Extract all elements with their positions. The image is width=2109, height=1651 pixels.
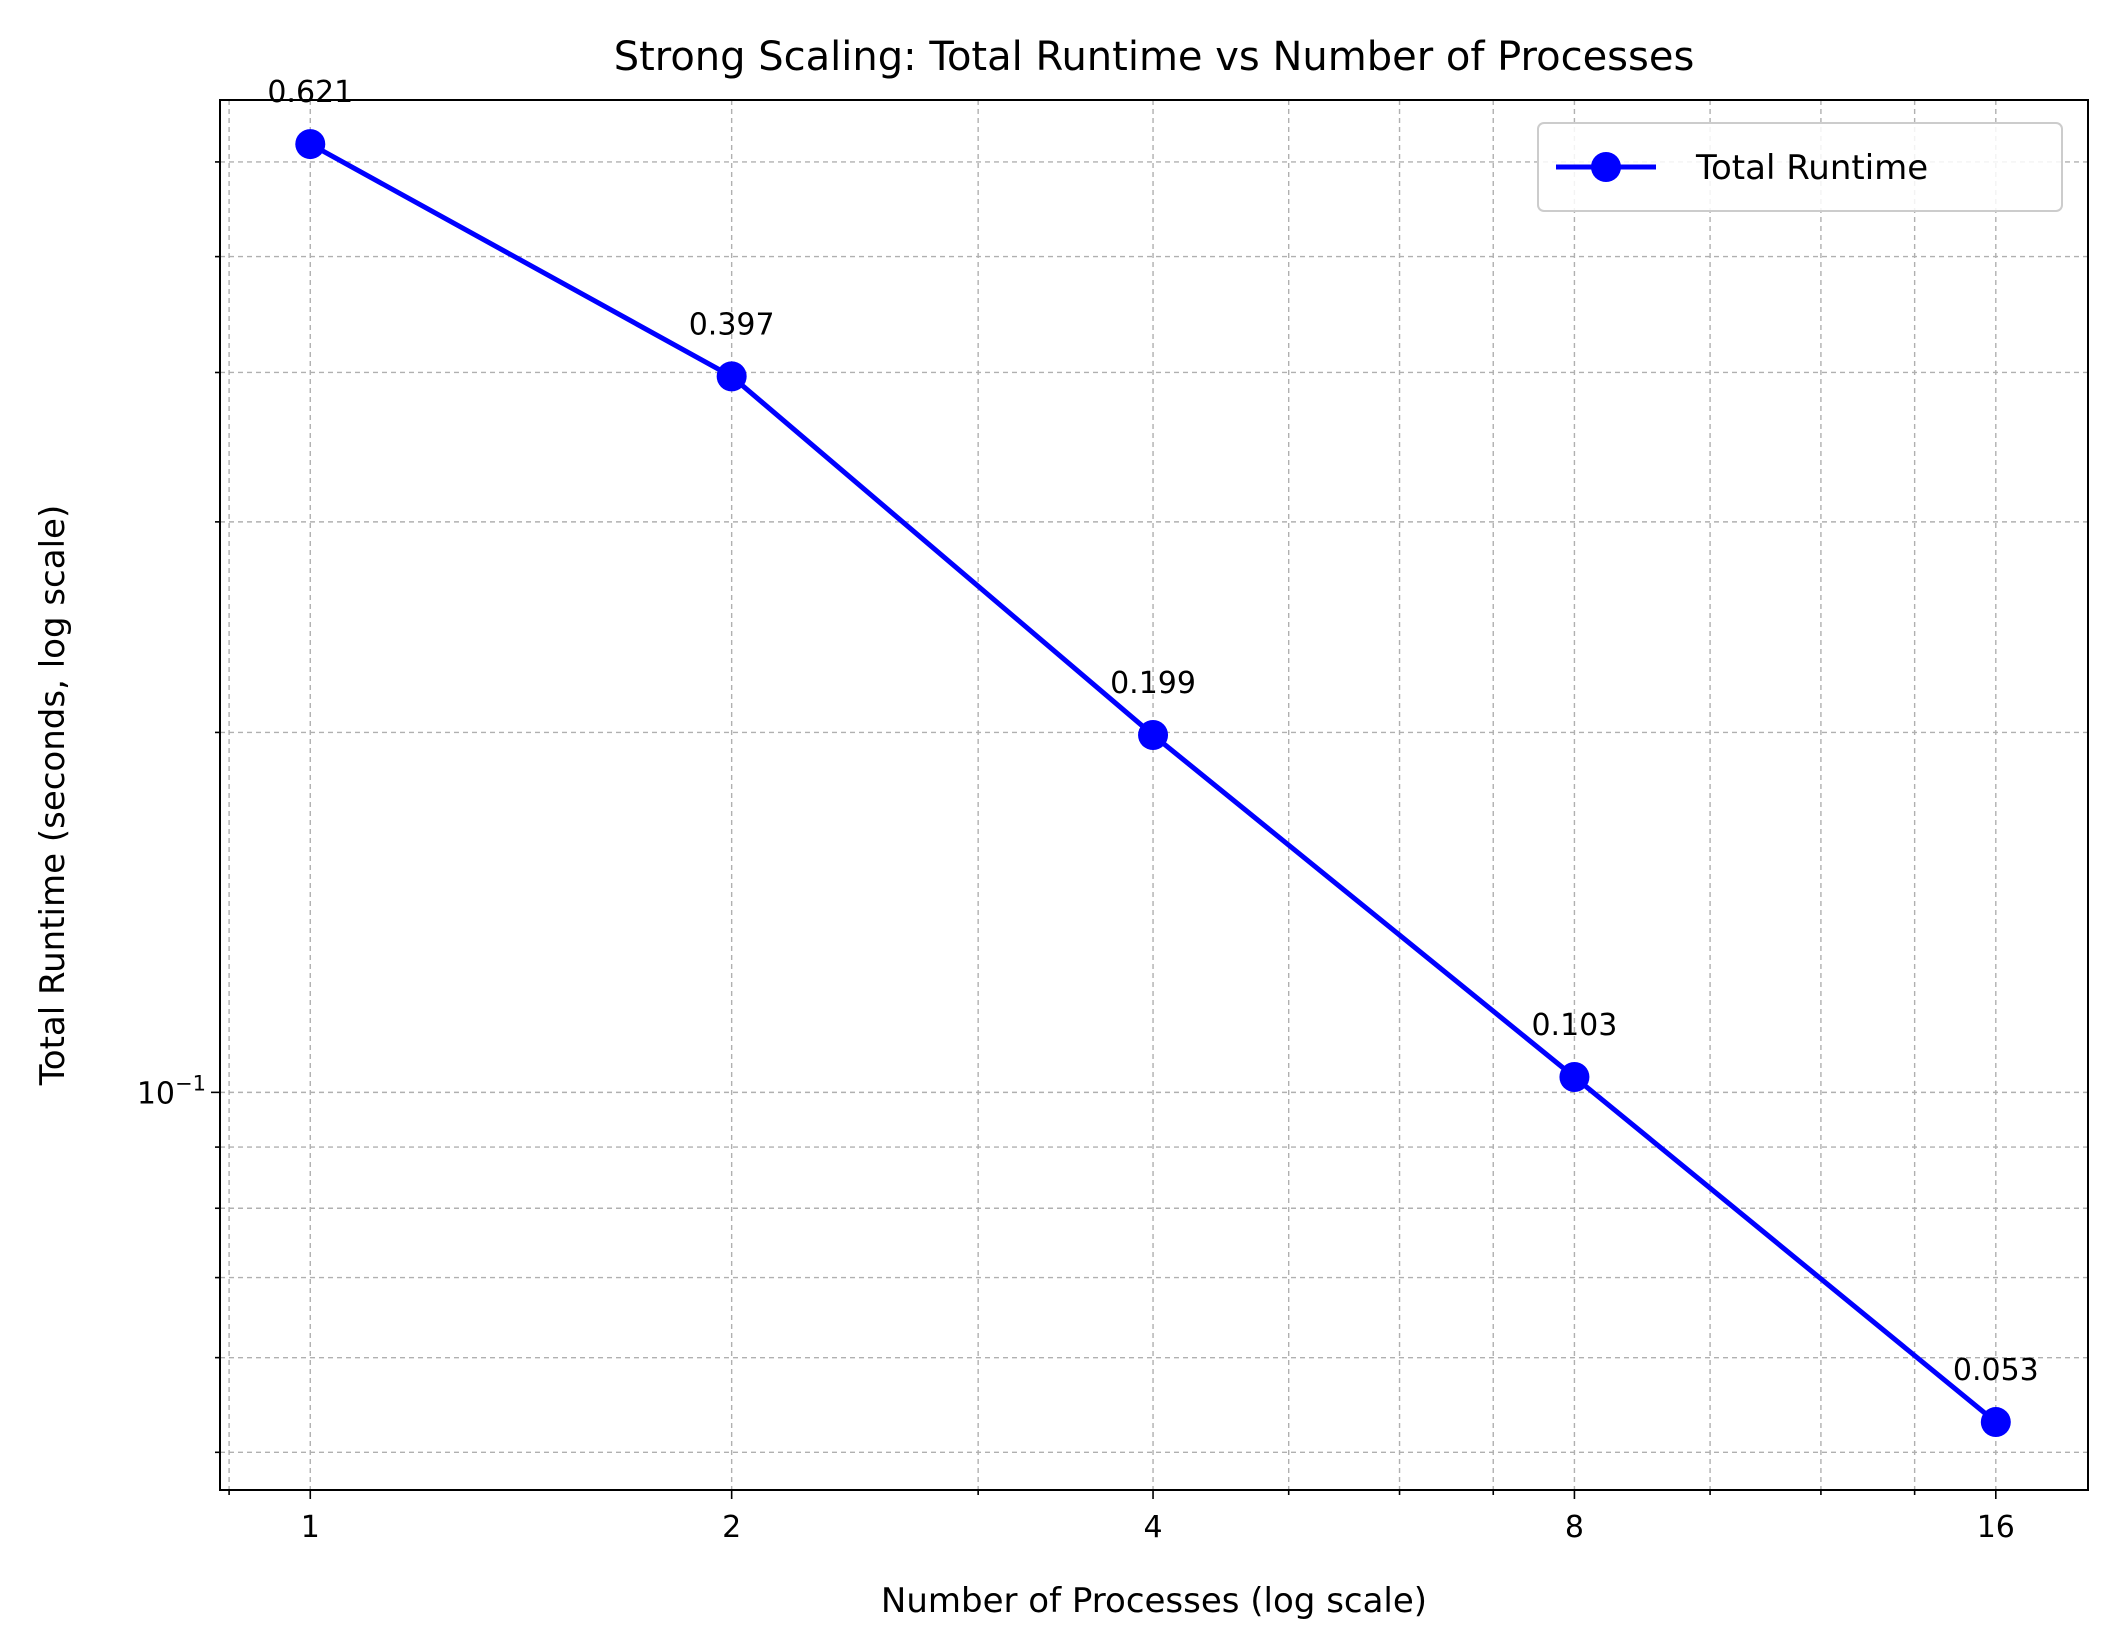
y-tick-label: 10−1: [137, 1071, 206, 1111]
x-tick-label: 8: [1565, 1510, 1584, 1545]
x-tick-label: 2: [722, 1510, 741, 1545]
x-tick-label: 4: [1143, 1510, 1162, 1545]
data-label: 0.199: [1110, 666, 1196, 701]
grid: [220, 100, 2088, 1490]
y-axis-label: Total Runtime (seconds, log scale): [33, 505, 73, 1086]
data-point: [1138, 720, 1169, 751]
data-point: [1559, 1062, 1590, 1093]
data-point: [1980, 1407, 2011, 1438]
legend-label: Total Runtime: [1695, 148, 1928, 188]
x-tick-label: 16: [1977, 1510, 2015, 1545]
data-label: 0.103: [1531, 1008, 1617, 1043]
data-point: [295, 129, 326, 160]
data-label: 0.621: [267, 75, 353, 110]
chart-title: Strong Scaling: Total Runtime vs Number …: [614, 34, 1695, 80]
series-layer: 0.621 0.397 0.199 0.103 0.053: [267, 75, 2039, 1438]
x-axis-label: Number of Processes (log scale): [881, 1581, 1427, 1621]
x-tick-label: 1: [301, 1510, 320, 1545]
data-label: 0.053: [1953, 1353, 2039, 1388]
data-label: 0.397: [689, 307, 775, 342]
legend-box: [1537, 122, 2063, 212]
data-point: [716, 361, 747, 392]
legend-marker: [1591, 152, 1621, 182]
ticks: 1 2 4 8 16 10−1: [137, 161, 2015, 1545]
legend: Total Runtime: [1537, 122, 2063, 212]
plot-frame: [219, 99, 2089, 1491]
